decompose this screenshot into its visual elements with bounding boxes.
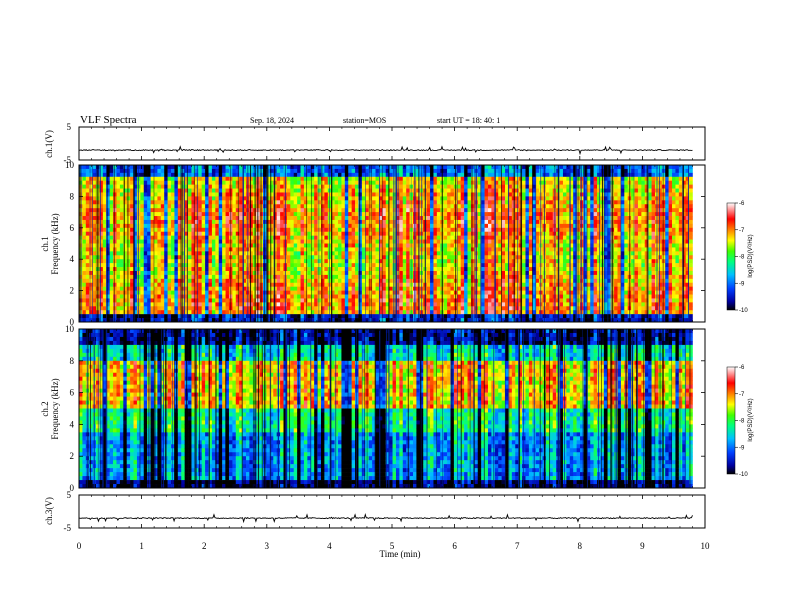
y-tick-label: -5 — [64, 155, 72, 165]
x-tick-label: 8 — [578, 541, 583, 551]
station-label: station=MOS — [343, 116, 386, 125]
ch2-spectrogram-ylabel-freq: Frequency (kHz) — [50, 378, 60, 439]
y-tick-label: 4 — [70, 419, 75, 429]
x-tick-label: 9 — [640, 541, 645, 551]
colorbar-tick-label: -8 — [739, 419, 745, 425]
colorbar-tick-label: -7 — [739, 392, 745, 398]
ch1-voltage-trace — [78, 145, 693, 156]
colorbar-tick-label: -10 — [739, 308, 748, 314]
y-tick-label: 4 — [70, 254, 75, 264]
ch2-spectrogram-image — [79, 329, 693, 489]
y-tick-label: -5 — [64, 523, 72, 533]
y-tick-label: 0 — [70, 483, 75, 493]
ch2-colorbar-label: log(PSD)(V²/Hz) — [748, 398, 754, 441]
y-tick-label: 2 — [70, 286, 75, 296]
colorbar-tick-label: -9 — [739, 445, 745, 451]
ch1-voltage-ylabel: ch.1(V) — [44, 130, 54, 158]
x-tick-label: 6 — [452, 541, 457, 551]
y-tick-label: 8 — [70, 356, 75, 366]
ch1-colorbar: -6 -7 -8 -9 -10 log(PSD)(V²/Hz) — [726, 201, 754, 314]
ch1-colorbar-label: log(PSD)(V²/Hz) — [748, 234, 754, 277]
ch1-spectrogram-ylabel-freq: Frequency (kHz) — [50, 213, 60, 274]
ch3-voltage-frame — [78, 494, 706, 529]
date-label: Sep. 18, 2024 — [250, 116, 294, 125]
y-tick-label: 5 — [67, 490, 72, 500]
y-tick-label: 5 — [67, 122, 72, 132]
ch1-spectrogram-ylabel-channel: ch.1 — [40, 236, 50, 251]
x-tick-label: 5 — [390, 541, 395, 551]
x-tick-label: 4 — [327, 541, 332, 551]
ch3-voltage-trace — [78, 513, 693, 524]
colorbar-tick-label: -6 — [739, 201, 745, 207]
ch2-spectrogram-ylabel-channel: ch.2 — [40, 401, 50, 416]
x-tick-label: 1 — [139, 541, 144, 551]
x-tick-label: 2 — [202, 541, 207, 551]
y-tick-label: 10 — [65, 324, 75, 334]
y-tick-label: 10 — [65, 160, 75, 170]
ch1-colorbar-gradient — [726, 202, 736, 311]
colorbar-tick-label: -10 — [739, 472, 748, 478]
start-time-label: start UT = 18: 40: 1 — [437, 116, 500, 125]
x-tick-label: 3 — [265, 541, 270, 551]
y-tick-label: 6 — [70, 223, 75, 233]
y-tick-label: 2 — [70, 451, 75, 461]
colorbar-tick-label: -6 — [739, 365, 745, 371]
y-tick-label: 0 — [70, 317, 75, 327]
colorbar-tick-label: -9 — [739, 281, 745, 287]
ch3-voltage-ylabel: ch.3(V) — [44, 497, 54, 525]
y-tick-label: 6 — [70, 388, 75, 398]
y-tick-label: 8 — [70, 191, 75, 201]
ch1-spectrogram-image — [79, 165, 693, 323]
x-tick-label: 0 — [77, 541, 82, 551]
figure-title: VLF Spectra — [80, 114, 137, 126]
x-axis-label: Time (min) — [380, 549, 421, 559]
x-tick-label: 7 — [515, 541, 520, 551]
colorbar-tick-label: -7 — [739, 228, 745, 234]
ch2-colorbar: -6 -7 -8 -9 -10 log(PSD)(V²/Hz) — [726, 365, 754, 478]
x-tick-label: 10 — [701, 541, 711, 551]
ch1-voltage-frame — [78, 126, 706, 161]
colorbar-tick-label: -8 — [739, 255, 745, 261]
ch2-colorbar-gradient — [726, 366, 736, 475]
